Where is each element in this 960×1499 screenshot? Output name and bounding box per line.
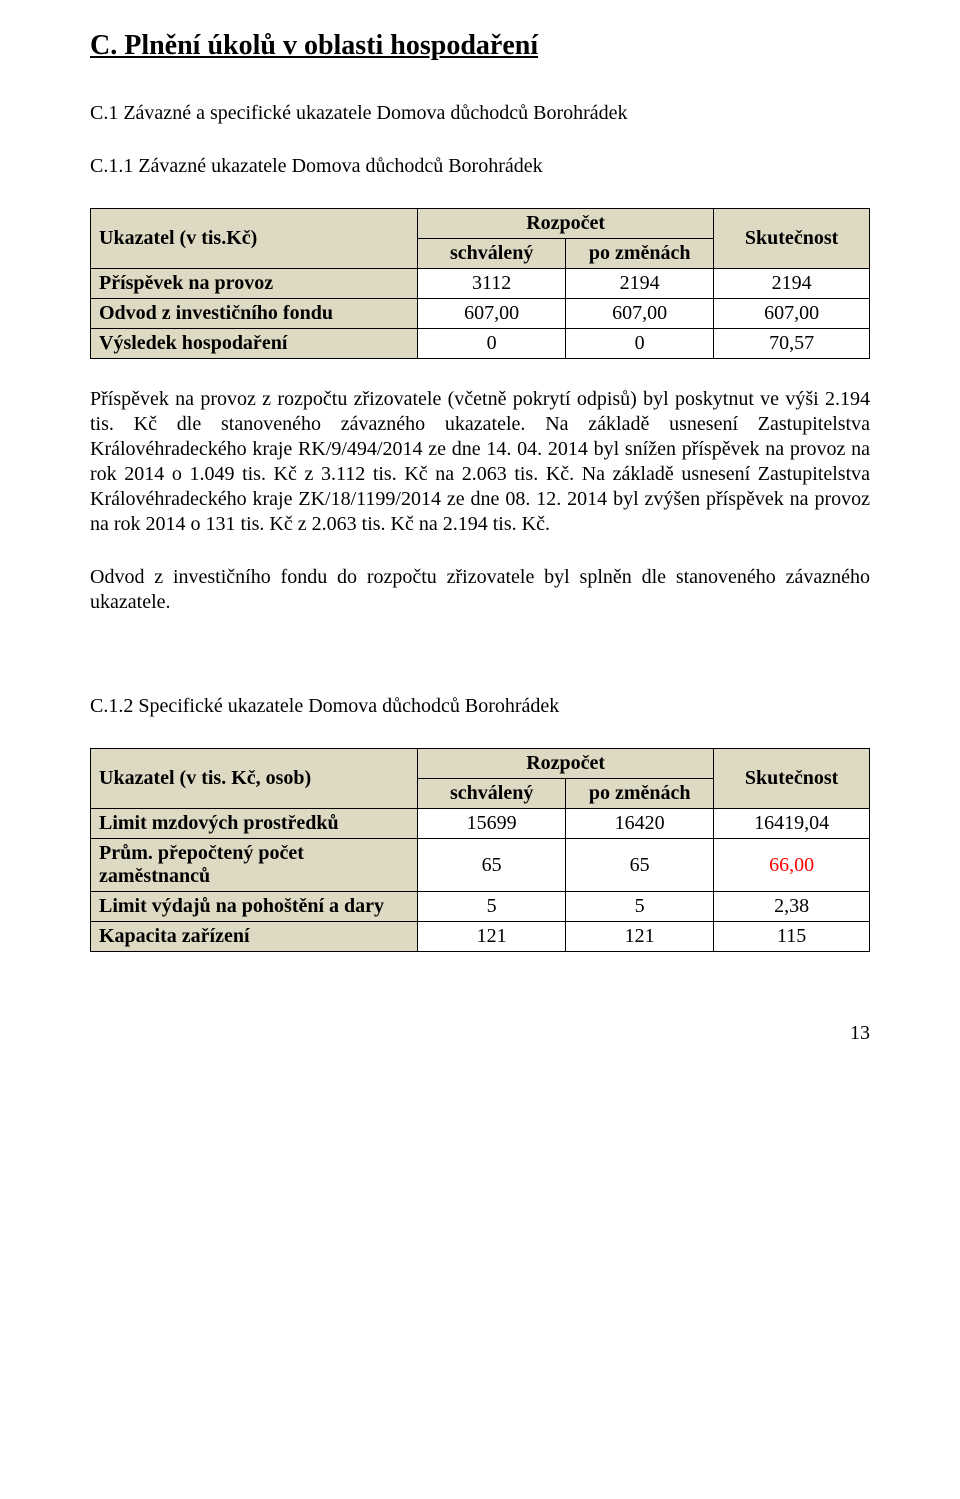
table-row: Odvod z investičního fondu 607,00 607,00…	[91, 299, 870, 329]
cell: 5	[566, 892, 714, 922]
table-row: Výsledek hospodaření 0 0 70,57	[91, 329, 870, 359]
col-budget: Rozpočet	[418, 209, 714, 239]
col-after-changes: po změnách	[566, 239, 714, 269]
cell: 2194	[566, 269, 714, 299]
cell: 3112	[418, 269, 566, 299]
cell: 2194	[714, 269, 870, 299]
cell: 0	[418, 329, 566, 359]
col-budget: Rozpočet	[418, 749, 714, 779]
page-number: 13	[90, 1022, 870, 1045]
cell: 5	[418, 892, 566, 922]
cell: 607,00	[566, 299, 714, 329]
paragraph-2: Odvod z investičního fondu do rozpočtu z…	[90, 565, 870, 615]
col-indicator: Ukazatel (v tis. Kč, osob)	[91, 749, 418, 809]
cell: 607,00	[418, 299, 566, 329]
cell: 16419,04	[714, 809, 870, 839]
paragraph-1: Příspěvek na provoz z rozpočtu zřizovate…	[90, 387, 870, 537]
table-row: Kapacita zařízení 121 121 115	[91, 922, 870, 952]
col-approved: schválený	[418, 779, 566, 809]
subsection-c1: C.1 Závazné a specifické ukazatele Domov…	[90, 102, 870, 125]
section-title: C. Plnění úkolů v oblasti hospodaření	[90, 30, 870, 62]
cell: 115	[714, 922, 870, 952]
col-actual: Skutečnost	[714, 749, 870, 809]
table-zavazne-ukazatele: Ukazatel (v tis.Kč) Rozpočet Skutečnost …	[90, 208, 870, 359]
cell: 15699	[418, 809, 566, 839]
row-label: Odvod z investičního fondu	[91, 299, 418, 329]
table-header-row: Ukazatel (v tis.Kč) Rozpočet Skutečnost	[91, 209, 870, 239]
subsection-c12: C.1.2 Specifické ukazatele Domova důchod…	[90, 695, 870, 718]
cell: 121	[418, 922, 566, 952]
table-row: Limit mzdových prostředků 15699 16420 16…	[91, 809, 870, 839]
row-label: Limit výdajů na pohoštění a dary	[91, 892, 418, 922]
cell: 65	[418, 839, 566, 892]
table-header-row: Ukazatel (v tis. Kč, osob) Rozpočet Skut…	[91, 749, 870, 779]
table-row: Příspěvek na provoz 3112 2194 2194	[91, 269, 870, 299]
col-indicator: Ukazatel (v tis.Kč)	[91, 209, 418, 269]
subsection-c11: C.1.1 Závazné ukazatele Domova důchodců …	[90, 155, 870, 178]
table-row: Prům. přepočtený počet zaměstnanců 65 65…	[91, 839, 870, 892]
col-actual: Skutečnost	[714, 209, 870, 269]
table-row: Limit výdajů na pohoštění a dary 5 5 2,3…	[91, 892, 870, 922]
row-label: Příspěvek na provoz	[91, 269, 418, 299]
cell: 0	[566, 329, 714, 359]
row-label: Prům. přepočtený počet zaměstnanců	[91, 839, 418, 892]
cell: 607,00	[714, 299, 870, 329]
cell: 121	[566, 922, 714, 952]
cell: 66,00	[714, 839, 870, 892]
row-label: Limit mzdových prostředků	[91, 809, 418, 839]
row-label: Výsledek hospodaření	[91, 329, 418, 359]
cell: 2,38	[714, 892, 870, 922]
cell: 70,57	[714, 329, 870, 359]
row-label: Kapacita zařízení	[91, 922, 418, 952]
col-after-changes: po změnách	[566, 779, 714, 809]
cell: 16420	[566, 809, 714, 839]
table-specificke-ukazatele: Ukazatel (v tis. Kč, osob) Rozpočet Skut…	[90, 748, 870, 952]
col-approved: schválený	[418, 239, 566, 269]
cell: 65	[566, 839, 714, 892]
